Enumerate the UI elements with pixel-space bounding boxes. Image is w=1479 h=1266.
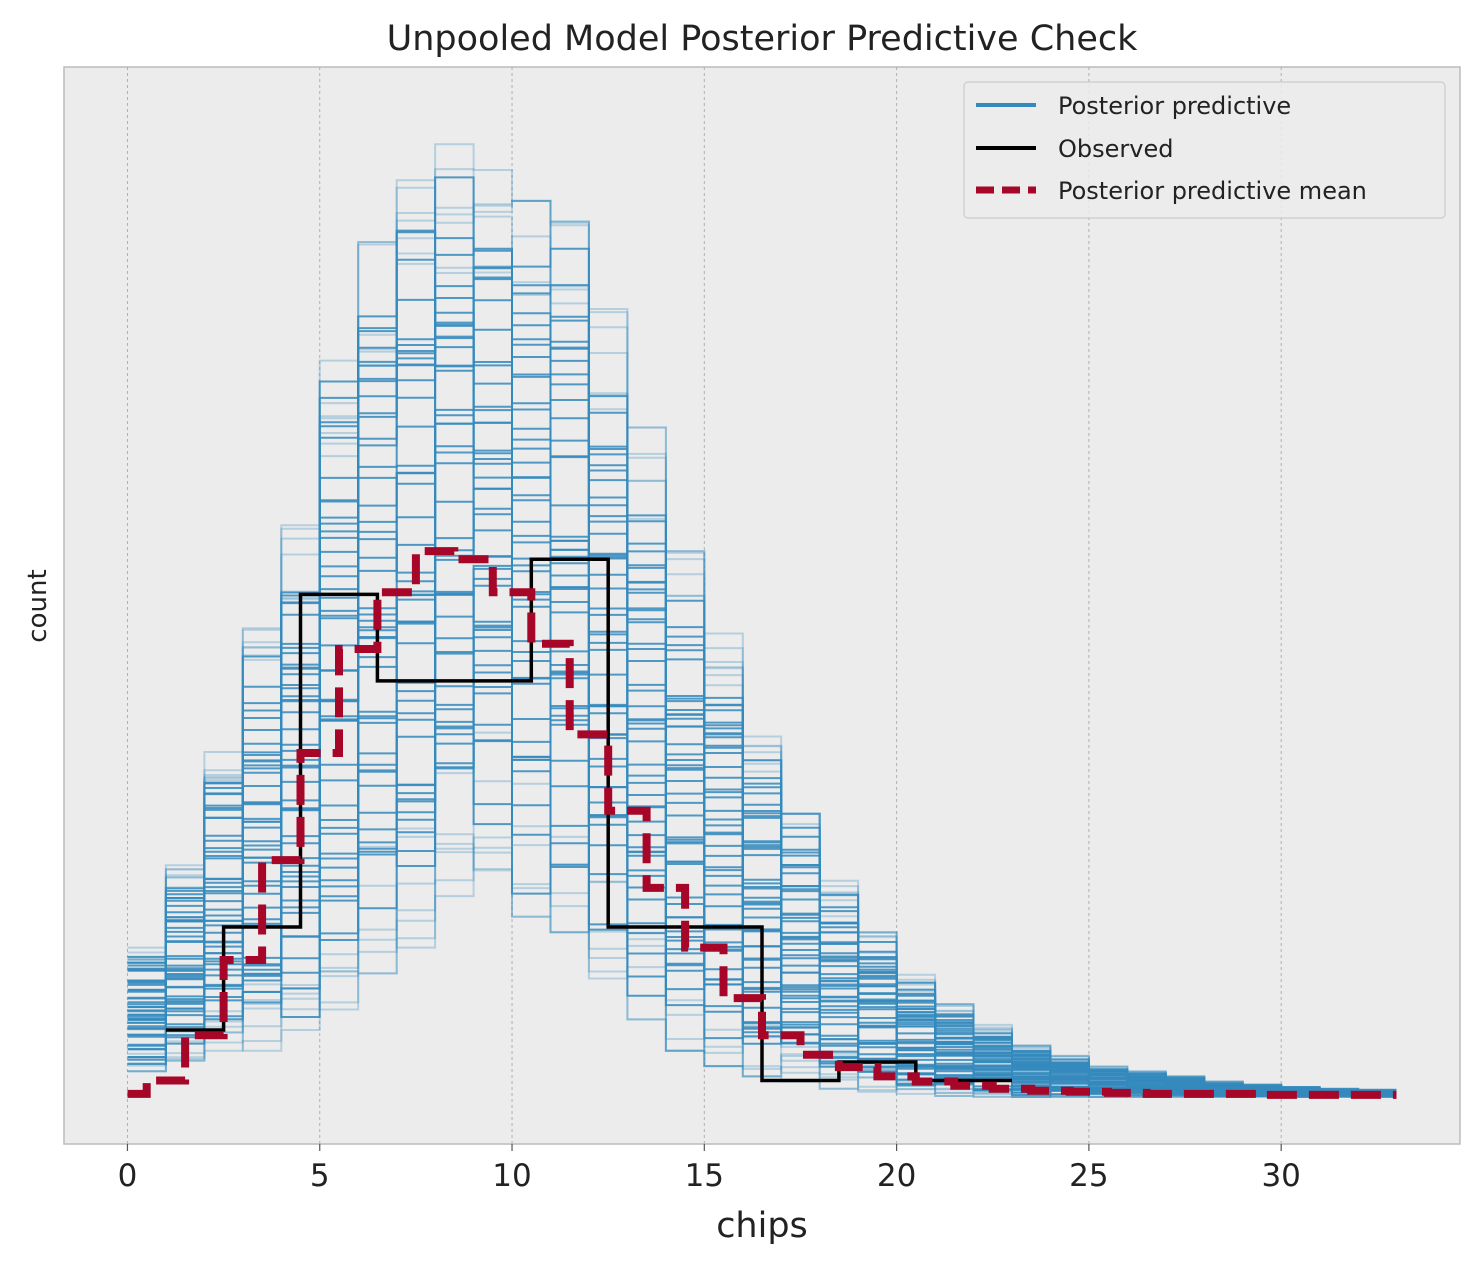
x-tick-label-25: 25 — [1069, 1158, 1108, 1194]
legend-label-posterior-predictive: Posterior predictive — [1058, 92, 1291, 120]
legend-label-posterior-predictive-mean: Posterior predictive mean — [1058, 177, 1367, 205]
posterior-predictive-sample-line — [127, 520, 1397, 1095]
x-axis-ticks: 0 5 10 15 20 25 30 — [118, 1144, 1301, 1194]
posterior-predictive-mean-line — [127, 547, 1397, 1099]
legend: Posterior predictive Observed Posterior … — [963, 81, 1446, 219]
x-tick-label-10: 10 — [492, 1158, 531, 1194]
x-tick-label-5: 5 — [310, 1158, 330, 1194]
posterior-predictive-sample-line — [127, 231, 1397, 1092]
x-tick-label-20: 20 — [877, 1158, 916, 1194]
posterior-predictive-sample-line — [127, 168, 1397, 1091]
y-axis-label: count — [23, 569, 53, 642]
chart-title: Unpooled Model Posterior Predictive Chec… — [387, 19, 1139, 59]
posterior-predictive-sample-line — [127, 199, 1397, 1091]
observed-line — [165, 557, 1012, 1083]
posterior-predictive-mean-series — [127, 547, 1397, 1099]
observed-series — [165, 557, 1012, 1083]
x-tick-label-30: 30 — [1261, 1158, 1300, 1194]
x-tick-label-0: 0 — [118, 1158, 138, 1194]
legend-box — [963, 81, 1446, 219]
legend-label-observed: Observed — [1058, 135, 1173, 163]
x-tick-label-15: 15 — [685, 1158, 724, 1194]
posterior-predictive-sample-line — [127, 143, 1397, 1091]
posterior-predictive-sample-line — [127, 337, 1397, 1093]
x-axis-label: chips — [716, 1206, 808, 1246]
